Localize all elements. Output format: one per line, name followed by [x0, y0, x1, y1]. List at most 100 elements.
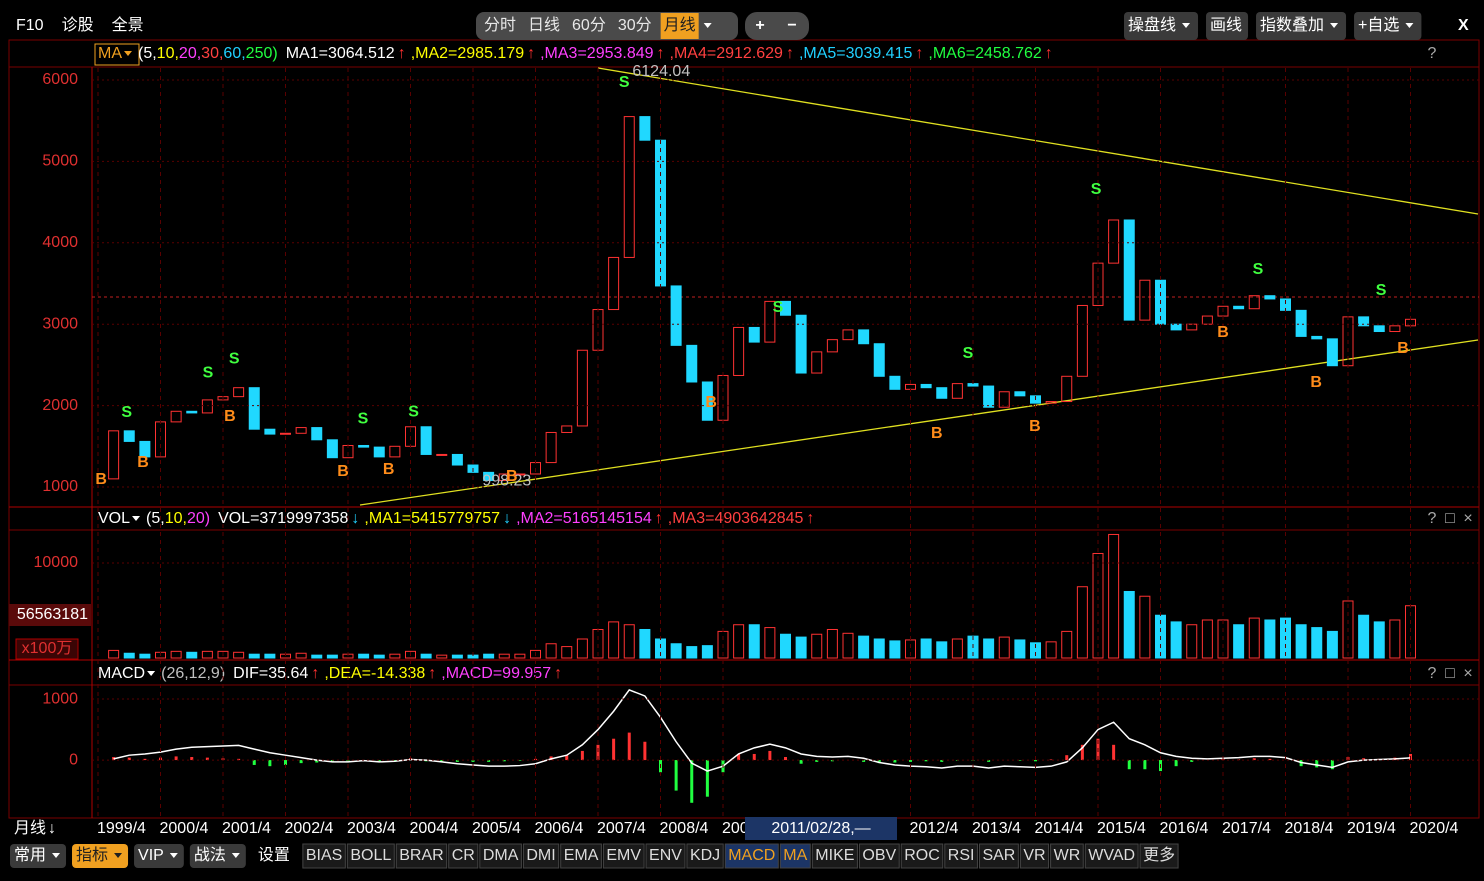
indicator-tab-text[interactable]: MIKE [815, 847, 854, 864]
x-tick-label: 2018/4 [1285, 820, 1334, 837]
macd-bar [1018, 760, 1022, 761]
macd-bar [455, 760, 459, 762]
volume-bar [1170, 621, 1182, 659]
toolbar-button-text[interactable]: 操盘线 [1128, 15, 1176, 34]
menu-tab-text[interactable]: 常用 [14, 846, 46, 864]
panel-control[interactable]: ? [1428, 45, 1437, 62]
indicator-tab-text[interactable]: OBV [862, 847, 896, 864]
indicator-tab-text[interactable]: DMI [526, 847, 555, 864]
indicator-tab [1139, 843, 1179, 869]
indicator-tab-text[interactable]: RSI [948, 847, 975, 864]
indicator-name[interactable]: MA [98, 45, 122, 62]
period-button[interactable]: 30分 [618, 16, 652, 34]
indicator-tab [448, 843, 479, 869]
macd-bar [393, 760, 397, 761]
macd-bar [1049, 759, 1053, 761]
macd-bar [143, 758, 147, 761]
macd-bar [502, 760, 506, 762]
zoom-button[interactable]: + [755, 17, 764, 34]
candle-body [233, 387, 245, 398]
candle-body [1108, 219, 1120, 264]
macd-bar [690, 760, 694, 803]
toolbar-button-text[interactable]: 画线 [1210, 16, 1242, 34]
menu-tab [134, 844, 184, 868]
volume-bar [701, 645, 713, 659]
toolbar-button [1206, 12, 1249, 40]
indicator-tab-text[interactable]: WVAD [1088, 847, 1135, 864]
candle-body [826, 339, 838, 353]
volume-bar [1201, 619, 1213, 659]
volume-bar [1014, 639, 1026, 659]
toolbar-button-text[interactable]: +自选 [1358, 16, 1399, 34]
indicator-tab-text[interactable]: BOLL [350, 847, 391, 864]
indicator-param: 250) [246, 45, 278, 62]
macd-bar [1362, 758, 1366, 761]
period-button[interactable]: 日线 [528, 16, 560, 34]
indicator-tab-text[interactable]: ROC [904, 847, 940, 864]
candle-body [795, 314, 807, 374]
indicator-tab-text[interactable]: KDJ [690, 847, 720, 864]
panel-control[interactable]: □ [1445, 510, 1455, 527]
indicator-tab-text[interactable]: MACD [728, 847, 775, 864]
candle-body [701, 381, 713, 421]
volume-bar [811, 633, 823, 659]
candle-body [1139, 279, 1151, 321]
signal: S [773, 299, 784, 316]
toolbar-button-text[interactable]: 指数叠加 [1260, 16, 1324, 34]
indicator-tab-text[interactable]: VR [1023, 847, 1045, 864]
indicator-tab-text[interactable]: SAR [982, 847, 1015, 864]
candle-body [873, 343, 885, 377]
period-button[interactable]: 分时 [484, 16, 516, 34]
indicator-tab-text[interactable]: CR [452, 847, 475, 864]
indicator-tab [302, 843, 346, 869]
trend-arrow: ↑ [1045, 45, 1053, 62]
close-button[interactable]: X [1458, 17, 1469, 34]
candle-body [670, 285, 682, 346]
indicator-tab-text[interactable]: ENV [649, 847, 682, 864]
panel-control[interactable]: × [1463, 510, 1472, 527]
panel-control[interactable]: ? [1428, 665, 1437, 682]
trend-arrow: ↑ [527, 45, 535, 62]
indicator-tab-text[interactable]: BIAS [306, 847, 342, 864]
macd-bar [627, 732, 631, 761]
toolbar-item[interactable]: 诊股 [62, 16, 94, 34]
toolbar-button [1256, 12, 1347, 40]
candle-body [1373, 325, 1385, 333]
menu-tab-text[interactable]: 指标 [76, 846, 108, 864]
indicator-tab-text[interactable]: EMA [564, 847, 599, 864]
indicator-tab-text[interactable]: MA [783, 847, 807, 864]
settings-tab[interactable]: 设置 [258, 846, 290, 864]
panel-control[interactable]: ? [1428, 510, 1437, 527]
indicator-tab-text[interactable]: EMV [606, 847, 641, 864]
volume-bar [186, 651, 198, 659]
toolbar-item[interactable]: F10 [16, 17, 44, 34]
indicator-tab-text[interactable]: DMA [483, 847, 519, 864]
toolbar-item[interactable]: 全景 [112, 16, 144, 34]
panel-control[interactable]: □ [1445, 665, 1455, 682]
y-tick-label: 5000 [42, 153, 78, 170]
panel-control[interactable]: × [1463, 665, 1472, 682]
indicator-tab [479, 843, 522, 869]
indicator-name[interactable]: MACD [98, 665, 145, 682]
menu-tab-text[interactable]: VIP [138, 847, 164, 864]
dropdown-icon [1182, 23, 1191, 28]
menu-tab-text[interactable]: 战法 [194, 846, 226, 864]
period-button[interactable]: 月线 [664, 16, 696, 34]
axis-readout: 56563181 [17, 606, 88, 623]
zoom-button[interactable]: − [787, 17, 796, 34]
indicator-tab-text[interactable]: 更多 [1143, 846, 1175, 864]
candle-body [639, 116, 651, 141]
volume-bar [201, 650, 213, 659]
candle-body [1045, 401, 1057, 404]
y-tick-label: 0 [69, 751, 78, 768]
volume-bar [498, 653, 510, 659]
indicator-name[interactable]: VOL [98, 510, 130, 527]
volume-bar [1123, 590, 1135, 659]
period-button[interactable]: 60分 [572, 16, 606, 34]
indicator-tab-text[interactable]: BRAR [399, 847, 443, 864]
candle-body [1295, 309, 1307, 337]
indicator-tab-text[interactable]: WR [1054, 847, 1081, 864]
macd-bar [612, 738, 616, 761]
cursor-date: 2011/02/28,— [771, 820, 870, 837]
trend-arrow: ↑ [655, 510, 663, 527]
